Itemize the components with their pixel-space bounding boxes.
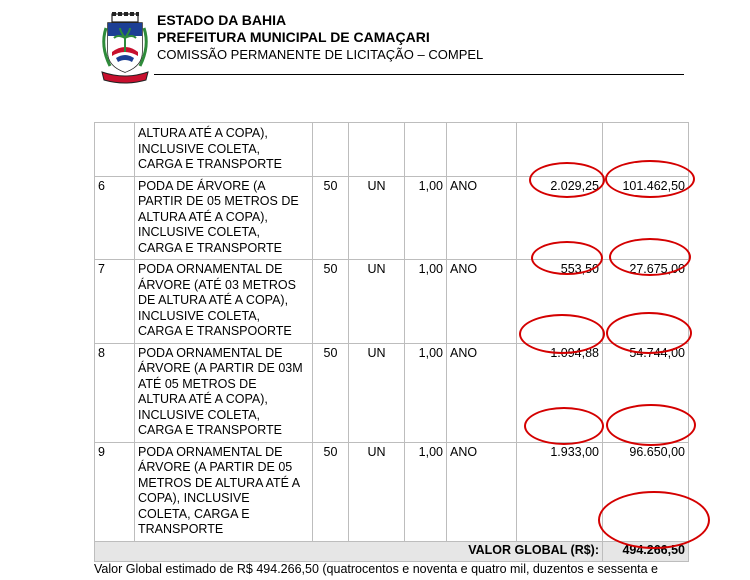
- table-row-item-8: 8 PODA ORNAMENTAL DE ÁRVORE (A PARTIR DE …: [94, 342, 689, 443]
- item-unit-price: 1.933,00: [516, 441, 603, 542]
- table-row-item-7: 7 PODA ORNAMENTAL DE ÁRVORE (ATÉ 03 METRO…: [94, 259, 689, 344]
- item-description: PODA DE ÁRVORE (A PARTIR DE 05 METROS DE A…: [134, 175, 313, 260]
- city-hall-name: PREFEITURA MUNICIPAL DE CAMAÇARI: [157, 29, 430, 45]
- item-description: PODA ORNAMENTAL DE ÁRVORE (A PARTIR DE 05…: [134, 441, 313, 542]
- item-factor: 1,00: [404, 441, 447, 542]
- item-factor: 1,00: [404, 175, 447, 260]
- global-total-label: VALOR GLOBAL (R$):: [94, 540, 603, 562]
- item-description: PODA ORNAMENTAL DE ÁRVORE (ATÉ 03 METROS D…: [134, 259, 313, 344]
- item-period: ANO: [446, 259, 517, 344]
- item-period: ANO: [446, 441, 517, 542]
- table-row-continued: ALTURA ATÉ A COPA), INCLUSIVE COLETA, CA…: [94, 122, 689, 177]
- item-total: 54.744,00: [602, 342, 689, 443]
- item-quantity: 50: [312, 259, 349, 344]
- item-period: ANO: [446, 175, 517, 260]
- item-factor: 1,00: [404, 342, 447, 443]
- items-table: ALTURA ATÉ A COPA), INCLUSIVE COLETA, CA…: [94, 122, 689, 562]
- item-total: 27.675,00: [602, 259, 689, 344]
- item-unit: UN: [348, 342, 405, 443]
- item-period: ANO: [446, 342, 517, 443]
- item-number: 7: [94, 259, 135, 344]
- item-unit: UN: [348, 441, 405, 542]
- item-unit-price: 2.029,25: [516, 175, 603, 260]
- item-number: 6: [94, 175, 135, 260]
- item-total: 101.462,50: [602, 175, 689, 260]
- item-unit-price: 1.094,88: [516, 342, 603, 443]
- item-quantity: 50: [312, 342, 349, 443]
- global-total-value: 494.266,50: [602, 540, 689, 562]
- table-row-item-6: 6 PODA DE ÁRVORE (A PARTIR DE 05 METROS D…: [94, 175, 689, 260]
- item-factor: 1,00: [404, 259, 447, 344]
- commission-name: COMISSÃO PERMANENTE DE LICITAÇÃO – COMPE…: [157, 47, 484, 62]
- global-value-paragraph: Valor Global estimado de R$ 494.266,50 (…: [94, 562, 659, 576]
- item-number: 8: [94, 342, 135, 443]
- table-row-total: VALOR GLOBAL (R$): 494.266,50: [94, 540, 689, 562]
- item-unit-price: 553,50: [516, 259, 603, 344]
- document-header: ESTADO DA BAHIA PREFEITURA MUNICIPAL DE …: [96, 8, 684, 88]
- item-unit: UN: [348, 175, 405, 260]
- item-unit: UN: [348, 259, 405, 344]
- item-description: PODA ORNAMENTAL DE ÁRVORE (A PARTIR DE 03…: [134, 342, 313, 443]
- header-divider: [154, 74, 684, 75]
- table-row-item-9: 9 PODA ORNAMENTAL DE ÁRVORE (A PARTIR DE …: [94, 441, 689, 542]
- continued-description: ALTURA ATÉ A COPA), INCLUSIVE COLETA, CA…: [134, 122, 313, 177]
- camacari-coat-of-arms-icon: [98, 12, 152, 84]
- item-quantity: 50: [312, 175, 349, 260]
- item-total: 96.650,00: [602, 441, 689, 542]
- state-name: ESTADO DA BAHIA: [157, 12, 287, 28]
- item-quantity: 50: [312, 441, 349, 542]
- item-number: 9: [94, 441, 135, 542]
